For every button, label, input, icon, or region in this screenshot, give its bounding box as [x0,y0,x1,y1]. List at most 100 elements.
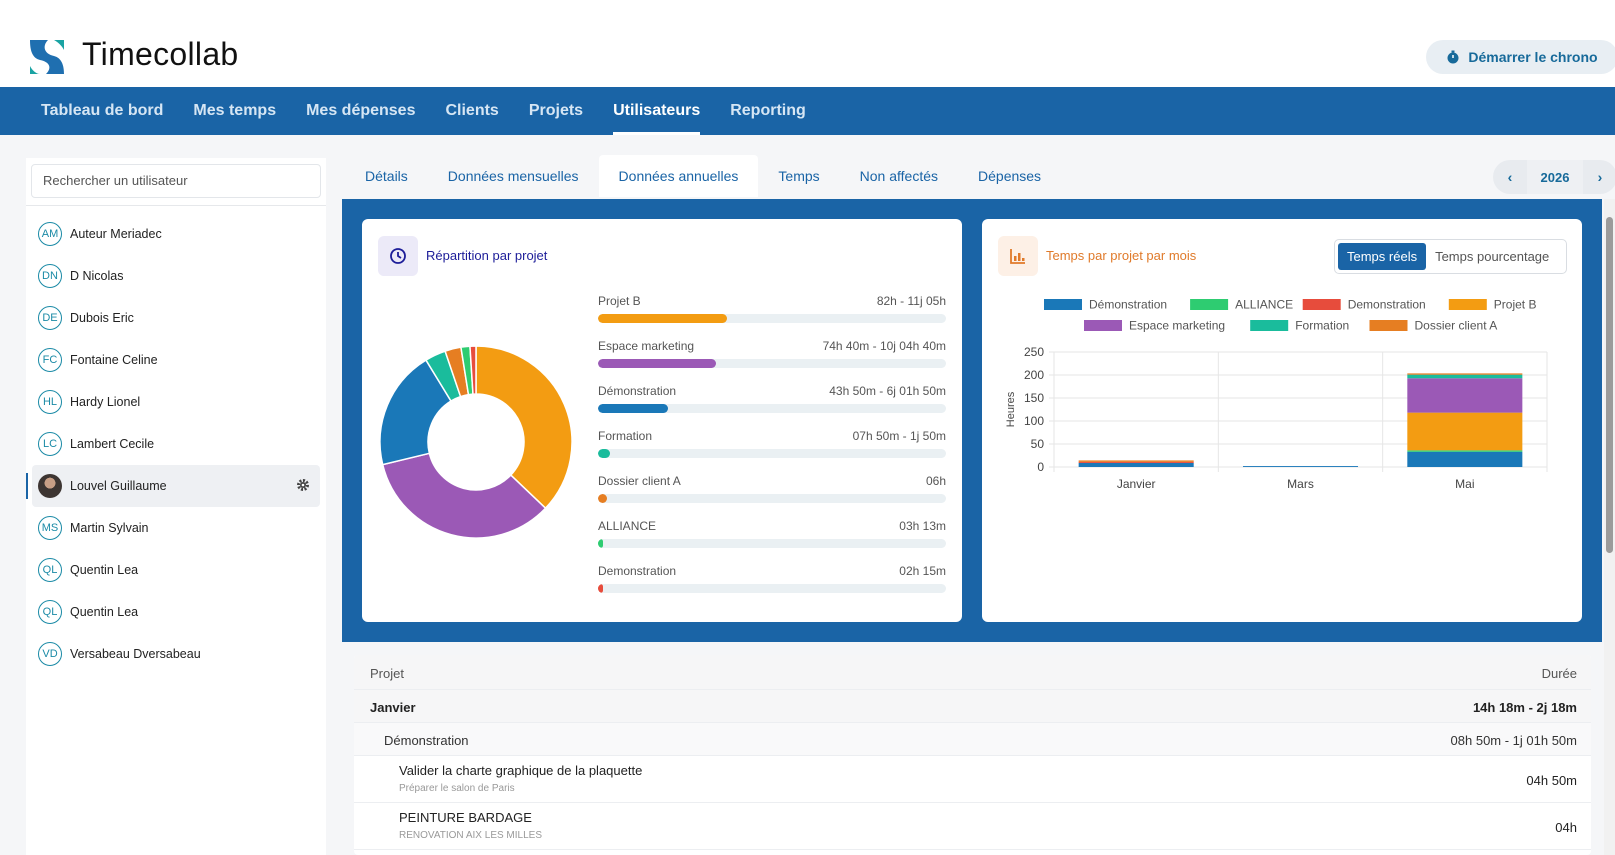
project-row[interactable]: Démonstration 08h 50m - 1j 01h 50m [354,723,1591,756]
avatar: LC [38,432,62,456]
user-name: Auteur Meriadec [70,227,162,241]
main-nav: Tableau de bord Mes temps Mes dépenses C… [0,87,1615,135]
project-bar-value: 07h 50m - 1j 50m [852,429,946,443]
tab-annual-data[interactable]: Données annuelles [598,155,759,197]
tab-times[interactable]: Temps [778,168,820,184]
avatar: VD [38,642,62,666]
project-bar-value: 03h 13m [899,519,946,533]
project-bar-value: 74h 40m - 10j 04h 40m [822,339,946,353]
legend-swatch [1044,299,1082,310]
task-row[interactable]: Valider la charte graphique de la plaque… [354,756,1591,803]
brand-name: Timecollab [82,36,239,72]
nav-users[interactable]: Utilisateurs [598,87,715,135]
monthly-project-time-title: Temps par projet par mois [1046,248,1197,263]
y-tick-label: 250 [1024,345,1044,359]
project-bar-value: 06h [925,474,946,488]
user-list-item[interactable]: Louvel Guillaume [26,465,320,507]
nav-dashboard[interactable]: Tableau de bord [41,102,164,119]
user-list-item[interactable]: DE Dubois Eric [26,297,326,339]
month-total: 14h 18m - 2j 18m [1472,700,1577,715]
task-row[interactable]: PEINTURE BARDAGE RENOVATION AIX LES MILLE… [354,803,1591,850]
tab-details[interactable]: Détails [365,168,408,184]
avatar [38,474,62,498]
project-bar-track [598,404,946,413]
project-bar-label: Dossier client A [598,474,681,488]
user-list-item[interactable]: QL Quentin Lea [26,549,326,591]
time-mode-toggle: Temps réels Temps pourcentage [1334,239,1567,274]
chevron-right-icon: › [1597,169,1603,185]
avatar: QL [38,558,62,582]
month-row[interactable]: Janvier 14h 18m - 2j 18m [354,690,1591,723]
project-bar-label: Demonstration [598,564,677,578]
user-list-item[interactable]: AM Auteur Meriadec [26,213,326,255]
table-header: Projet Durée [354,655,1591,690]
legend-label: Formation [1295,319,1349,333]
task-subtitle: Préparer le salon de Paris [399,783,515,794]
nav-reporting[interactable]: Reporting [730,102,806,119]
year-label: 2026 [1527,160,1583,194]
stacked-bar-segment [1078,460,1194,462]
user-search-input[interactable]: Rechercher un utilisateur [31,164,321,198]
tab-expenses[interactable]: Dépenses [978,168,1042,184]
nav-projects[interactable]: Projets [528,102,584,119]
user-list-item[interactable]: MS Martin Sylvain [26,507,326,549]
start-timer-button[interactable]: Démarrer le chrono [1426,40,1615,74]
duration-column-header: Durée [1541,666,1577,681]
bar-chart-icon [998,236,1038,276]
y-tick-label: 100 [1024,414,1044,428]
y-tick-label: 0 [1037,460,1044,474]
user-list-item[interactable]: DN D Nicolas [26,255,326,297]
user-list-item[interactable]: VD Versabeau Dversabeau [26,633,326,675]
user-name: Dubois Eric [70,311,134,325]
gear-icon[interactable] [296,478,310,492]
nav-my-times[interactable]: Mes temps [193,102,277,119]
project-bar-track [598,314,946,323]
project-total: 08h 50m - 1j 01h 50m [1450,733,1577,748]
project-bar-row: Dossier client A 06h [598,474,946,519]
user-list-item[interactable]: FC Fontaine Celine [26,339,326,381]
user-name: D Nicolas [70,269,124,283]
project-bar-row: Formation 07h 50m - 1j 50m [598,429,946,474]
user-list-item[interactable]: LC Lambert Cecile [26,423,326,465]
legend-label: Projet B [1494,298,1537,312]
task-duration: 04h [1555,820,1577,835]
real-time-toggle[interactable]: Temps réels [1338,243,1427,270]
donut-slice [469,345,477,395]
legend-label: Espace marketing [1129,319,1225,333]
project-bar-label: Espace marketing [598,339,695,353]
nav-my-expenses[interactable]: Mes dépenses [306,102,416,119]
user-name: Quentin Lea [70,605,139,619]
task-duration: 04h 50m [1526,773,1577,788]
divider [26,205,326,206]
project-bar-row: Projet B 82h - 11j 05h [598,294,946,339]
project-bar-value: 43h 50m - 6j 01h 50m [829,384,946,398]
scrollbar-thumb[interactable] [1606,217,1613,553]
project-bar-value: 82h - 11j 05h [876,294,946,308]
project-bar-label: Projet B [598,294,641,308]
start-timer-label: Démarrer le chrono [1468,49,1598,65]
monthly-project-time-card: Temps par projet par mois Temps réels Te… [982,219,1582,622]
stacked-bar-segment [1407,451,1523,467]
page-scrollbar[interactable] [1604,199,1615,855]
stacked-bar-segment [1242,466,1359,467]
project-column-header: Projet [370,666,404,681]
nav-clients[interactable]: Clients [445,102,499,119]
x-tick-label: Mai [1455,477,1474,489]
project-breakdown-card: Répartition par projet Projet B 82h - 11j… [362,219,962,622]
project-bar-value: 02h 15m [899,564,946,578]
previous-year-button[interactable]: ‹ [1493,160,1527,194]
tab-unassigned[interactable]: Non affectés [859,168,939,184]
user-list-item[interactable]: QL Quentin Lea [26,591,326,633]
tab-monthly-data[interactable]: Données mensuelles [447,168,579,184]
timecollab-logo [30,40,64,74]
legend-label: ALLIANCE [1235,298,1293,312]
project-bar-fill [598,359,717,368]
percentage-toggle[interactable]: Temps pourcentage [1435,249,1550,264]
project-bar-fill [598,584,603,593]
next-year-button[interactable]: › [1583,160,1615,194]
legend-swatch [1084,320,1122,331]
user-list-item[interactable]: HL Hardy Lionel [26,381,326,423]
project-bar-label: Formation [598,429,653,443]
avatar: QL [38,600,62,624]
user-tabs: Détails Données mensuelles Données annue… [345,155,1061,197]
